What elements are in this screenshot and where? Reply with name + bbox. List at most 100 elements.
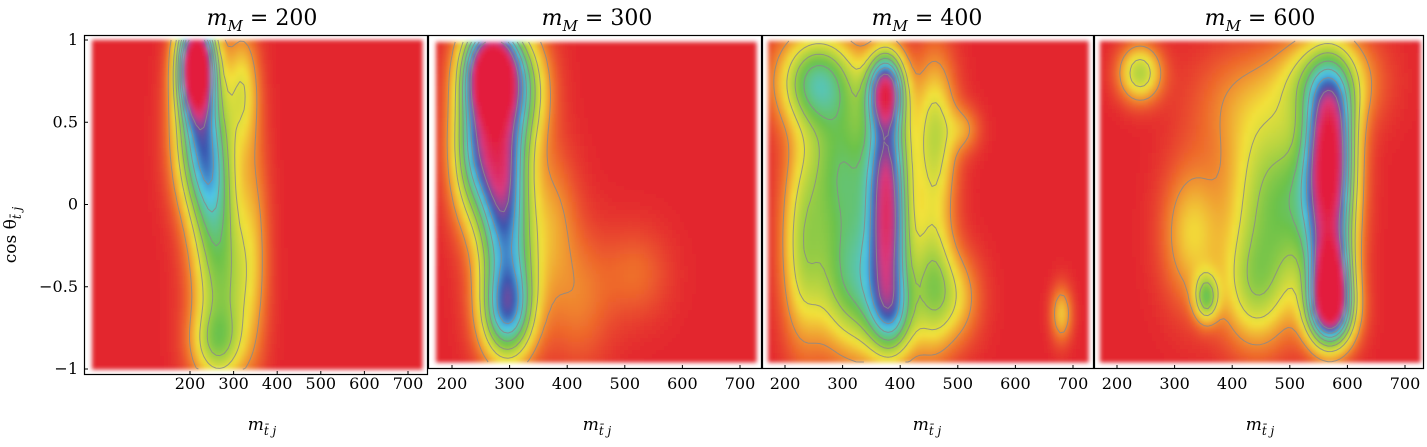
heatmap-cell <box>128 120 133 125</box>
heatmap-cell <box>340 160 345 165</box>
heatmap-cell <box>176 256 181 261</box>
heatmap-cell <box>172 140 177 145</box>
heatmap-cell <box>344 96 349 101</box>
heatmap-cell <box>292 192 297 197</box>
heatmap-cell <box>224 60 229 65</box>
heatmap-cell <box>284 108 289 113</box>
heatmap-cell <box>372 268 377 273</box>
heatmap-cell <box>384 84 389 89</box>
heatmap-cell <box>112 200 117 205</box>
heatmap-cell <box>292 76 297 81</box>
heatmap-cell <box>312 48 317 53</box>
heatmap-cell <box>236 48 241 53</box>
heatmap-cell <box>392 92 397 97</box>
heatmap-cell <box>268 104 273 109</box>
heatmap-cell <box>116 208 121 213</box>
heatmap-cell <box>124 236 129 241</box>
heatmap-cell <box>120 80 125 85</box>
heatmap-cell <box>220 92 225 97</box>
heatmap-cell <box>352 76 357 81</box>
heatmap-cell <box>380 180 385 185</box>
heatmap-cell <box>304 256 309 261</box>
heatmap-cell <box>244 60 249 65</box>
heatmap-cell <box>120 264 125 269</box>
heatmap-cell <box>292 268 297 273</box>
heatmap-cell <box>108 120 113 125</box>
heatmap-cell <box>356 116 361 121</box>
heatmap-cell <box>108 144 113 149</box>
heatmap-cell <box>272 204 277 209</box>
heatmap-cell <box>136 92 141 97</box>
heatmap-cell <box>320 104 325 109</box>
heatmap-cell <box>348 208 353 213</box>
heatmap-cell <box>272 108 277 113</box>
heatmap-cell <box>156 60 161 65</box>
heatmap-cell <box>96 204 101 209</box>
heatmap-cell <box>128 144 133 149</box>
heatmap-cell <box>248 84 253 89</box>
heatmap-cell <box>300 220 305 225</box>
heatmap-cell <box>180 276 185 281</box>
heatmap-cell <box>168 204 173 209</box>
heatmap-cell <box>256 148 261 153</box>
heatmap-cell <box>316 252 321 257</box>
heatmap-cell <box>376 224 381 229</box>
heatmap-cell <box>384 204 389 209</box>
heatmap-cell <box>404 96 409 101</box>
heatmap-cell <box>176 276 181 281</box>
heatmap-cell <box>120 84 125 89</box>
heatmap-cell <box>372 192 377 197</box>
heatmap-cell <box>304 160 309 165</box>
heatmap-cell <box>344 84 349 89</box>
heatmap-cell <box>296 256 301 261</box>
heatmap-cell <box>408 180 413 185</box>
heatmap-cell <box>172 152 177 157</box>
heatmap-cell <box>380 244 385 249</box>
heatmap-cell <box>416 224 421 229</box>
heatmap-cell <box>392 96 397 101</box>
heatmap-cell <box>96 68 101 73</box>
heatmap-cell <box>156 224 161 229</box>
heatmap-cell <box>356 200 361 205</box>
heatmap-cell <box>416 236 421 241</box>
heatmap-cell <box>292 248 297 253</box>
heatmap-cell <box>320 100 325 105</box>
heatmap-cell <box>132 172 137 177</box>
heatmap-cell <box>280 212 285 217</box>
heatmap-cell <box>400 100 405 105</box>
heatmap-cell <box>412 116 417 121</box>
heatmap-cell <box>384 248 389 253</box>
heatmap-cell <box>404 188 409 193</box>
heatmap-cell <box>124 60 129 65</box>
heatmap-cell <box>396 48 401 53</box>
heatmap-cell <box>152 192 157 197</box>
heatmap-cell <box>336 60 341 65</box>
heatmap-cell <box>288 160 293 165</box>
heatmap-cell <box>356 88 361 93</box>
heatmap-cell <box>356 40 361 45</box>
heatmap-cell <box>292 108 297 113</box>
heatmap-cell <box>272 64 277 69</box>
heatmap-cell <box>416 156 421 161</box>
heatmap-cell <box>340 128 345 133</box>
heatmap-cell <box>352 56 357 61</box>
heatmap-cell <box>236 240 241 245</box>
heatmap-cell <box>296 92 301 97</box>
heatmap-cell <box>268 64 273 69</box>
heatmap-cell <box>112 212 117 217</box>
heatmap-cell <box>112 84 117 89</box>
heatmap-cell <box>116 72 121 77</box>
heatmap-cell <box>384 256 389 261</box>
heatmap-cell <box>92 52 97 57</box>
heatmap-cell <box>360 256 365 261</box>
heatmap-cell <box>384 184 389 189</box>
heatmap-cell <box>296 204 301 209</box>
heatmap-cell <box>188 140 193 145</box>
heatmap-cell <box>216 220 221 225</box>
heatmap-cell <box>320 64 325 69</box>
heatmap-cell <box>276 272 281 277</box>
heatmap-cell <box>252 248 257 253</box>
heatmap-cell <box>296 152 301 157</box>
heatmap-cell <box>228 68 233 73</box>
heatmap-cell <box>412 276 417 281</box>
